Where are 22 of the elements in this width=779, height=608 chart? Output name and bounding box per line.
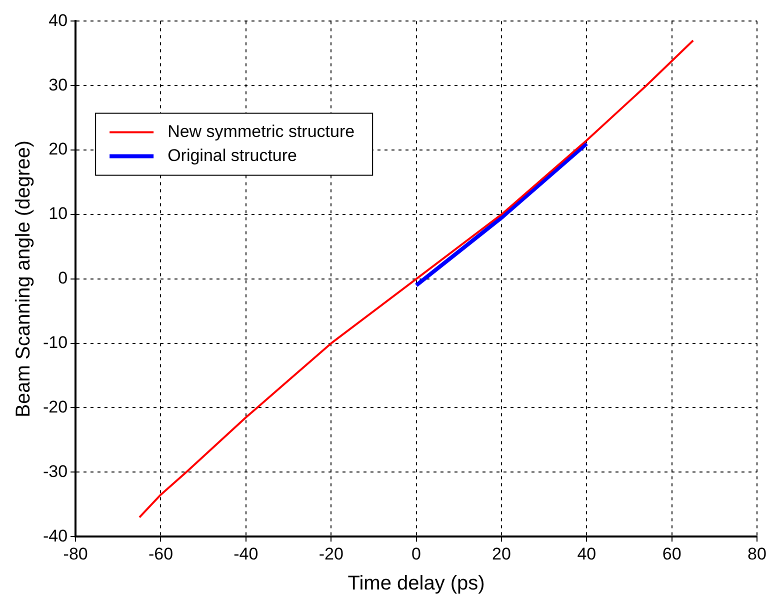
x-tick-label: -80 [63, 544, 88, 564]
x-tick-label: 0 [412, 544, 422, 564]
y-tick-label: 30 [48, 75, 68, 94]
x-tick-label: 60 [662, 544, 682, 564]
y-tick-label: 40 [48, 10, 68, 30]
y-tick-label: -30 [42, 462, 68, 481]
x-tick-label: -40 [234, 544, 258, 564]
legend-label: New symmetric structure [168, 122, 355, 141]
x-tick-label: 20 [492, 544, 511, 564]
y-tick-label: 0 [58, 268, 68, 288]
y-tick-label: 20 [48, 140, 68, 159]
y-axis-title: Beam Scanning angle (degree) [12, 140, 35, 418]
x-tick-label: 80 [748, 544, 766, 564]
x-tick-label: -60 [148, 544, 174, 564]
y-tick-label: -10 [42, 333, 68, 352]
y-tick-label: -20 [42, 397, 68, 416]
y-tick-label: -40 [42, 526, 68, 546]
x-axis-title: Time delay (ps) [348, 572, 485, 595]
legend-label: Original structure [168, 146, 298, 165]
x-tick-label: -20 [318, 544, 344, 564]
x-tick-label: 40 [577, 544, 596, 564]
y-tick-label: 10 [48, 204, 68, 224]
